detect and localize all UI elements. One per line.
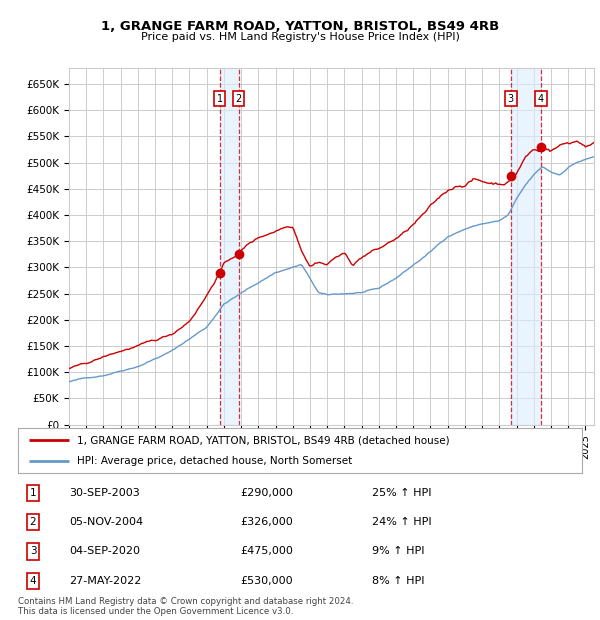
Text: 4: 4	[538, 94, 544, 104]
Bar	[511, 68, 541, 425]
Text: £475,000: £475,000	[240, 546, 293, 557]
Text: 9% ↑ HPI: 9% ↑ HPI	[372, 546, 425, 557]
Text: 05-NOV-2004: 05-NOV-2004	[69, 517, 143, 528]
Text: £290,000: £290,000	[240, 488, 293, 498]
Text: 1, GRANGE FARM ROAD, YATTON, BRISTOL, BS49 4RB (detached house): 1, GRANGE FARM ROAD, YATTON, BRISTOL, BS…	[77, 435, 450, 446]
Text: 27-MAY-2022: 27-MAY-2022	[69, 575, 142, 586]
Text: 2: 2	[29, 517, 37, 528]
Text: 3: 3	[29, 546, 37, 557]
Text: HPI: Average price, detached house, North Somerset: HPI: Average price, detached house, Nort…	[77, 456, 352, 466]
Text: 1: 1	[217, 94, 223, 104]
Text: This data is licensed under the Open Government Licence v3.0.: This data is licensed under the Open Gov…	[18, 607, 293, 616]
Text: Contains HM Land Registry data © Crown copyright and database right 2024.: Contains HM Land Registry data © Crown c…	[18, 597, 353, 606]
Text: 30-SEP-2003: 30-SEP-2003	[69, 488, 140, 498]
Text: 04-SEP-2020: 04-SEP-2020	[69, 546, 140, 557]
Text: £326,000: £326,000	[240, 517, 293, 528]
Bar	[220, 68, 239, 425]
Text: 4: 4	[29, 575, 37, 586]
Text: 8% ↑ HPI: 8% ↑ HPI	[372, 575, 425, 586]
Text: 1, GRANGE FARM ROAD, YATTON, BRISTOL, BS49 4RB: 1, GRANGE FARM ROAD, YATTON, BRISTOL, BS…	[101, 20, 499, 33]
Text: Price paid vs. HM Land Registry's House Price Index (HPI): Price paid vs. HM Land Registry's House …	[140, 32, 460, 42]
Text: £530,000: £530,000	[240, 575, 293, 586]
Text: 24% ↑ HPI: 24% ↑ HPI	[372, 517, 431, 528]
Text: 1: 1	[29, 488, 37, 498]
Text: 25% ↑ HPI: 25% ↑ HPI	[372, 488, 431, 498]
Text: 2: 2	[235, 94, 242, 104]
Text: 3: 3	[508, 94, 514, 104]
